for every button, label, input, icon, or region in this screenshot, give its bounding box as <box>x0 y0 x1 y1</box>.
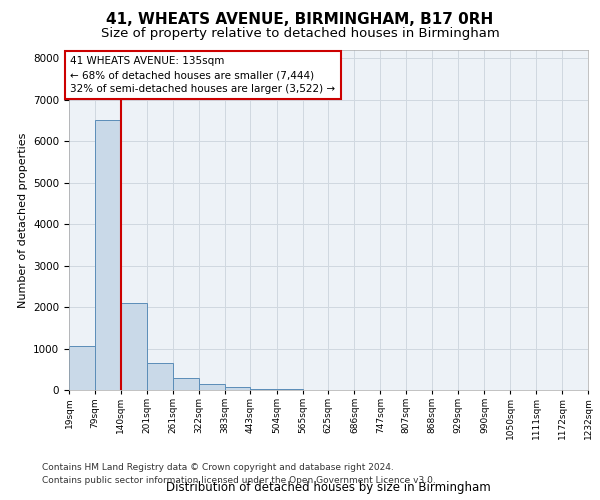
Text: Contains HM Land Registry data © Crown copyright and database right 2024.: Contains HM Land Registry data © Crown c… <box>42 464 394 472</box>
Text: 41 WHEATS AVENUE: 135sqm
← 68% of detached houses are smaller (7,444)
32% of sem: 41 WHEATS AVENUE: 135sqm ← 68% of detach… <box>70 56 335 94</box>
Text: Size of property relative to detached houses in Birmingham: Size of property relative to detached ho… <box>101 28 499 40</box>
Bar <box>199 384 225 390</box>
Bar <box>147 363 173 390</box>
X-axis label: Distribution of detached houses by size in Birmingham: Distribution of detached houses by size … <box>166 480 491 494</box>
Bar <box>250 389 277 390</box>
Bar <box>121 303 147 390</box>
Bar <box>95 120 121 390</box>
Bar <box>69 346 95 390</box>
Text: 41, WHEATS AVENUE, BIRMINGHAM, B17 0RH: 41, WHEATS AVENUE, BIRMINGHAM, B17 0RH <box>106 12 494 28</box>
Y-axis label: Number of detached properties: Number of detached properties <box>17 132 28 308</box>
Bar <box>173 378 199 390</box>
Bar <box>225 386 250 390</box>
Text: Contains public sector information licensed under the Open Government Licence v3: Contains public sector information licen… <box>42 476 436 485</box>
